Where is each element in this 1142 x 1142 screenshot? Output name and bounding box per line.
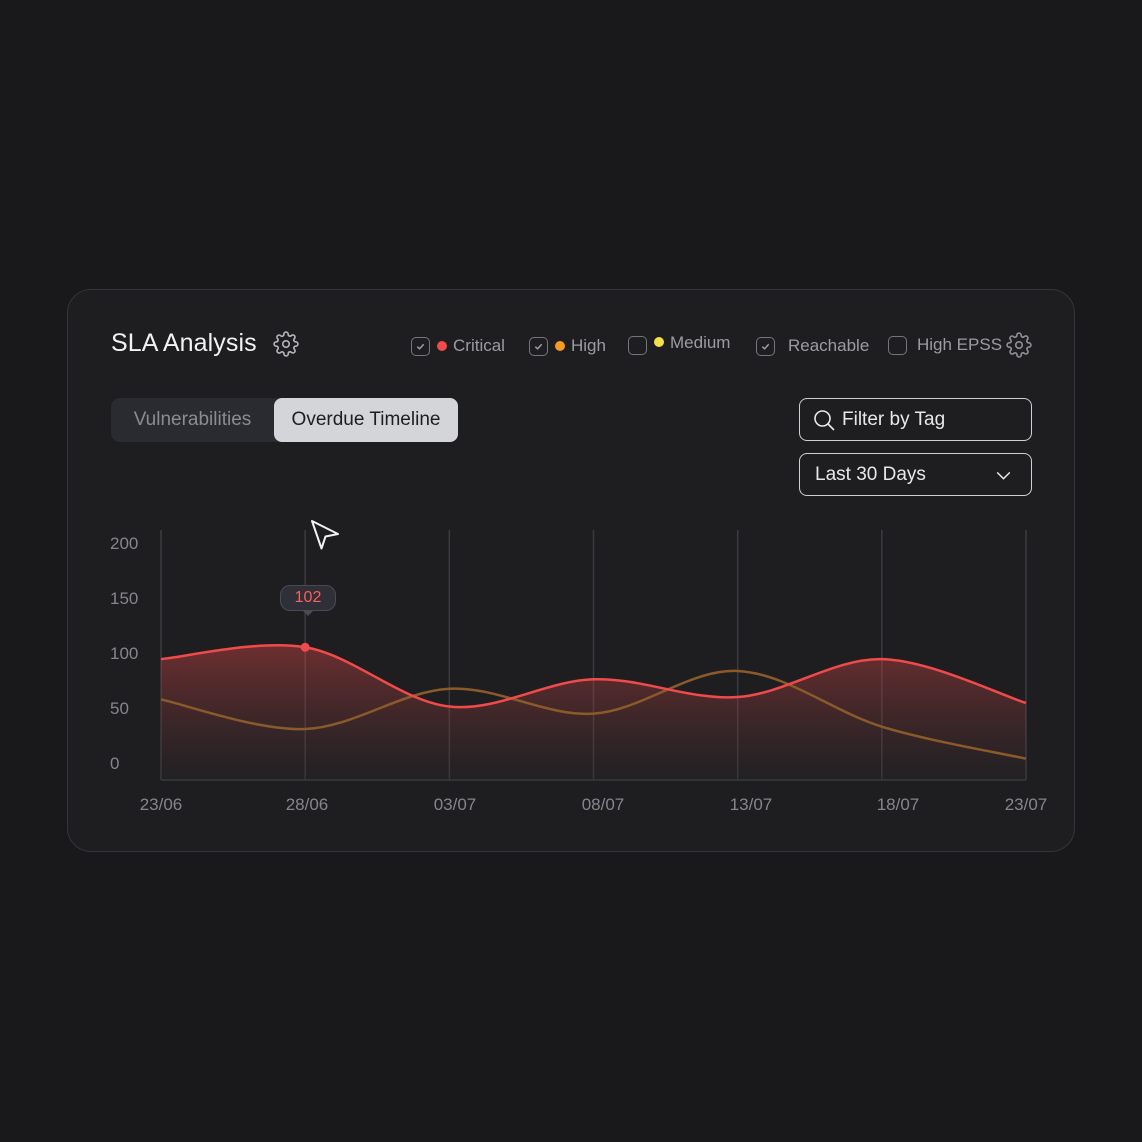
checkbox-checked-icon[interactable] — [529, 336, 548, 356]
x-tick: 18/07 — [876, 795, 920, 814]
filter-medium[interactable]: Medium — [628, 333, 730, 357]
highlight-point[interactable] — [300, 642, 310, 652]
filter-reachable[interactable]: Reachable — [756, 334, 869, 358]
x-tick: 03/07 — [433, 795, 477, 814]
date-range-value: Last 30 Days — [815, 463, 926, 485]
y-tick: 50 — [110, 699, 129, 718]
overdue-timeline-chart — [160, 530, 1027, 781]
tag-filter-placeholder: Filter by Tag — [842, 408, 946, 430]
card-title: SLA Analysis — [111, 329, 257, 357]
checkbox-checked-icon[interactable] — [411, 336, 430, 356]
x-tick: 28/06 — [285, 795, 329, 814]
x-tick: 23/07 — [1004, 795, 1048, 814]
y-tick: 100 — [110, 644, 139, 663]
filter-critical[interactable]: Critical — [411, 334, 505, 358]
view-toggle: Vulnerabilities Overdue Timeline — [111, 398, 458, 442]
x-tick: 08/07 — [581, 795, 625, 814]
mouse-cursor-icon — [311, 520, 339, 550]
chart-tooltip: 102 — [280, 585, 336, 611]
checkbox-unchecked-icon[interactable] — [888, 335, 907, 355]
tag-filter-input[interactable]: Filter by Tag — [799, 398, 1032, 441]
filter-label: High EPSS — [917, 335, 1003, 354]
sla-analysis-card: SLA Analysis Critical High Medium Reacha… — [67, 289, 1075, 852]
tooltip-tail — [302, 610, 314, 616]
high-series-line — [160, 669, 1027, 760]
search-icon — [814, 409, 835, 430]
medium-dot-icon — [654, 337, 664, 347]
filter-label: Critical — [453, 336, 505, 355]
x-tick: 23/06 — [139, 795, 183, 814]
y-tick: 0 — [110, 754, 120, 773]
filter-label: Medium — [670, 333, 731, 352]
high-dot-icon — [555, 341, 565, 351]
critical-dot-icon — [437, 341, 447, 351]
tab-vulnerabilities[interactable]: Vulnerabilities — [133, 409, 252, 430]
filters-settings-gear-icon[interactable] — [1006, 332, 1032, 358]
tab-overdue-timeline[interactable]: Overdue Timeline — [274, 398, 458, 442]
checkbox-checked-icon[interactable] — [756, 336, 775, 356]
y-tick: 150 — [110, 589, 139, 608]
chevron-down-icon — [996, 472, 1011, 480]
title-settings-gear-icon[interactable] — [273, 331, 299, 357]
filter-label: High — [571, 336, 606, 355]
date-range-select[interactable]: Last 30 Days — [799, 453, 1032, 496]
checkbox-unchecked-icon[interactable] — [628, 335, 647, 355]
y-tick: 200 — [110, 534, 139, 553]
filter-label: Reachable — [788, 336, 870, 355]
filter-high-epss[interactable]: High EPSS — [888, 333, 1002, 357]
x-tick: 13/07 — [729, 795, 773, 814]
filter-high[interactable]: High — [529, 334, 606, 358]
